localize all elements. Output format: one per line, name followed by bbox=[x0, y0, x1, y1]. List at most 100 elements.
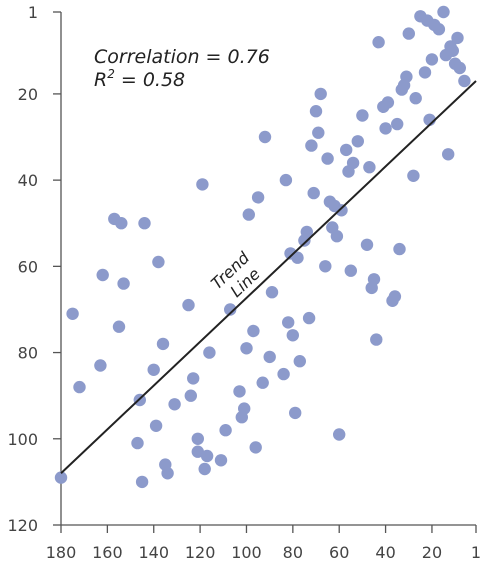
data-point bbox=[409, 92, 422, 105]
data-point bbox=[360, 238, 374, 251]
data-point bbox=[96, 268, 109, 282]
data-point bbox=[309, 105, 323, 118]
data-point bbox=[94, 359, 107, 372]
y-tick-label: 60 bbox=[18, 257, 38, 276]
data-point bbox=[198, 462, 211, 476]
data-point bbox=[247, 324, 260, 338]
data-point bbox=[203, 346, 216, 359]
x-tick-label: 140 bbox=[138, 543, 169, 562]
data-point bbox=[73, 380, 86, 394]
x-tick-label: 160 bbox=[92, 543, 123, 562]
data-point bbox=[224, 303, 237, 316]
data-point bbox=[302, 311, 316, 325]
data-point bbox=[425, 53, 439, 66]
data-point bbox=[187, 372, 200, 385]
r2-prefix: R bbox=[94, 69, 107, 91]
y-tick-label: 100 bbox=[7, 430, 38, 449]
data-point bbox=[191, 445, 204, 458]
data-point bbox=[372, 36, 385, 49]
data-point bbox=[346, 156, 360, 170]
data-point bbox=[138, 217, 151, 230]
data-point bbox=[453, 61, 466, 75]
data-point bbox=[282, 316, 295, 329]
data-point bbox=[367, 273, 381, 286]
data-point bbox=[200, 449, 214, 463]
data-point bbox=[249, 441, 262, 454]
x-tick-label: 1 bbox=[471, 543, 481, 562]
data-point bbox=[147, 363, 160, 376]
data-point bbox=[458, 74, 471, 88]
data-point bbox=[418, 66, 432, 79]
data-point bbox=[286, 329, 299, 342]
data-point bbox=[233, 385, 246, 398]
data-point bbox=[168, 398, 181, 411]
data-point bbox=[321, 152, 334, 165]
data-point bbox=[161, 467, 174, 480]
data-point bbox=[289, 406, 302, 420]
x-tick-label: 60 bbox=[329, 543, 349, 562]
data-point bbox=[351, 135, 364, 148]
data-point bbox=[291, 251, 304, 264]
data-point bbox=[131, 436, 144, 450]
axes bbox=[60, 12, 476, 526]
data-point bbox=[277, 367, 290, 381]
x-tick-label: 180 bbox=[46, 543, 77, 562]
data-point bbox=[279, 173, 293, 187]
data-point bbox=[238, 402, 251, 415]
x-tick-label: 20 bbox=[422, 543, 442, 562]
data-point bbox=[400, 70, 413, 83]
data-point bbox=[356, 109, 369, 122]
data-point bbox=[402, 27, 415, 40]
data-point bbox=[66, 307, 79, 320]
data-point bbox=[256, 376, 269, 389]
data-point bbox=[219, 424, 232, 437]
correlation-annotation: Correlation = 0.76 bbox=[94, 46, 270, 68]
data-point bbox=[381, 96, 395, 109]
data-point bbox=[263, 350, 276, 364]
x-tick-label: 80 bbox=[283, 543, 303, 562]
x-tick-label: 40 bbox=[375, 543, 395, 562]
y-tick-label: 80 bbox=[18, 344, 38, 363]
data-point bbox=[312, 126, 325, 139]
data-point bbox=[265, 286, 279, 299]
data-point bbox=[251, 191, 265, 204]
y-tick-label: 40 bbox=[18, 171, 38, 190]
data-point bbox=[182, 298, 195, 312]
y-tick-label: 1 bbox=[28, 3, 38, 22]
data-point bbox=[437, 5, 450, 19]
data-point bbox=[442, 148, 455, 161]
data-point bbox=[135, 475, 149, 489]
data-point bbox=[240, 342, 253, 355]
data-point bbox=[54, 471, 68, 484]
trend-line bbox=[60, 80, 477, 474]
x-tick-label: 100 bbox=[231, 543, 262, 562]
data-point bbox=[196, 178, 209, 191]
x-tick-label: 120 bbox=[185, 543, 216, 562]
data-point bbox=[344, 264, 357, 277]
data-point bbox=[112, 320, 126, 333]
r2-superscript: 2 bbox=[107, 67, 115, 81]
data-point bbox=[370, 333, 383, 346]
data-point bbox=[258, 130, 272, 144]
data-point bbox=[432, 23, 446, 36]
data-point bbox=[314, 87, 327, 101]
data-point bbox=[152, 255, 165, 269]
data-point bbox=[379, 122, 392, 135]
data-point bbox=[242, 208, 255, 221]
data-point bbox=[307, 186, 320, 200]
data-point bbox=[407, 169, 420, 182]
data-point bbox=[388, 290, 402, 303]
data-point bbox=[214, 454, 228, 467]
data-point bbox=[446, 44, 459, 57]
data-point bbox=[300, 225, 313, 239]
data-point bbox=[149, 419, 163, 432]
r2-suffix: = 0.58 bbox=[115, 69, 185, 91]
data-point bbox=[293, 355, 306, 368]
y-tick-label: 20 bbox=[18, 85, 38, 104]
data-point bbox=[117, 277, 130, 290]
data-point bbox=[330, 230, 344, 243]
y-tick-label: 120 bbox=[7, 516, 38, 535]
data-point bbox=[156, 337, 170, 351]
